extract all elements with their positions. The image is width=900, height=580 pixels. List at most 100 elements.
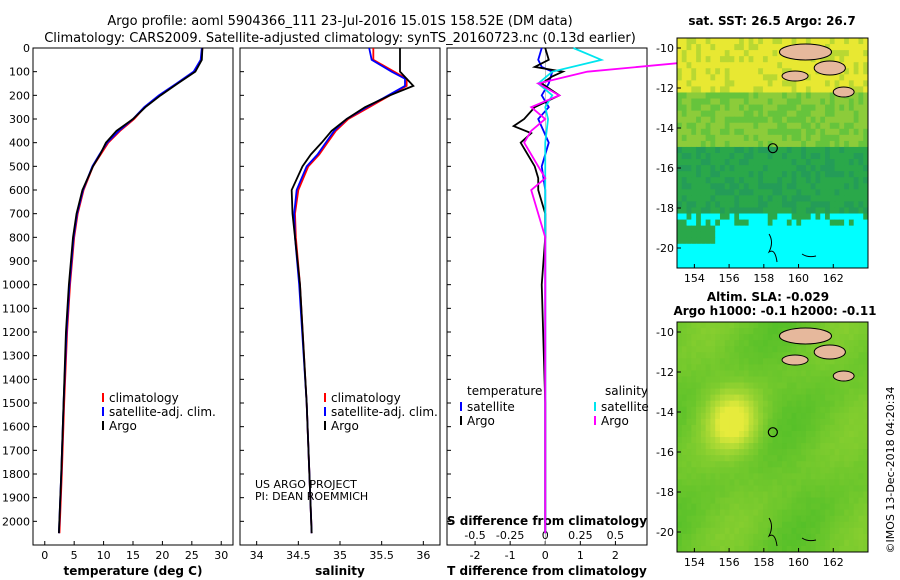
map-cell <box>758 352 764 359</box>
map-cell <box>753 237 759 245</box>
map-cell <box>825 56 831 63</box>
map-cell <box>734 98 740 106</box>
map-cell <box>677 455 683 462</box>
map-cell <box>729 430 735 438</box>
map-cell <box>791 400 797 408</box>
map-cell <box>710 406 716 414</box>
map-cell <box>786 165 793 172</box>
map-cell <box>858 400 864 408</box>
map-cell <box>743 340 750 347</box>
map-cell <box>748 104 754 112</box>
map-cell <box>844 527 850 535</box>
map-cell <box>719 521 726 529</box>
map-cell <box>724 491 731 499</box>
map-cell <box>753 346 759 353</box>
map-cell <box>758 467 764 474</box>
map-cell <box>834 539 840 547</box>
map-cell <box>715 346 721 353</box>
map-cell <box>677 394 683 402</box>
map-cell <box>715 146 721 154</box>
map-cell <box>863 134 869 142</box>
map-cell <box>829 340 836 347</box>
map-cell <box>729 92 735 100</box>
map-cell <box>715 177 721 184</box>
map-cell <box>677 479 683 486</box>
map-cell <box>710 467 716 474</box>
map-cell <box>825 183 831 190</box>
map-cell <box>848 418 855 426</box>
map-cell <box>782 400 788 408</box>
map-cell <box>848 177 855 184</box>
map-cell <box>853 473 859 480</box>
map-cell <box>815 376 821 384</box>
map-cell <box>710 56 716 63</box>
map-cell <box>724 430 731 438</box>
map-cell <box>848 213 855 221</box>
map-cell <box>858 370 864 377</box>
map-cell <box>681 159 688 166</box>
map-cell <box>782 68 788 75</box>
map-cell <box>810 171 816 178</box>
map-cell <box>734 473 740 480</box>
map-cell <box>762 437 769 444</box>
map-cell <box>753 171 759 178</box>
map-cell <box>844 116 850 124</box>
map-cell <box>705 479 711 486</box>
map-cell <box>753 424 759 432</box>
map-cell <box>739 455 745 462</box>
map-cell <box>758 334 764 341</box>
map-cell <box>829 473 836 480</box>
map-cell <box>681 128 688 136</box>
map-cell <box>734 479 740 486</box>
map-cell <box>829 92 836 100</box>
map-cell <box>772 533 778 541</box>
map-cell <box>705 503 711 511</box>
map-cell <box>681 195 688 202</box>
map-cell <box>710 249 716 257</box>
map-cell <box>834 424 840 432</box>
map-cell <box>715 479 721 486</box>
map-cell <box>710 237 716 245</box>
map-cell <box>748 134 754 142</box>
map-cell <box>743 219 750 227</box>
map-cell <box>863 177 869 184</box>
map-cell <box>767 412 773 420</box>
map-cell <box>734 189 740 196</box>
map-cell <box>801 207 807 215</box>
argo-position-marker <box>767 143 778 154</box>
map-cell <box>700 406 707 414</box>
map-cell <box>753 358 759 365</box>
map-cell <box>839 159 845 166</box>
map-cell <box>810 503 816 511</box>
map-cell <box>739 503 745 511</box>
map-cell <box>810 509 816 517</box>
map-cell <box>762 406 769 414</box>
map-cell <box>863 382 869 390</box>
map-cell <box>858 449 864 456</box>
map-cell <box>734 388 740 396</box>
map-cell <box>820 455 826 462</box>
map-cell <box>724 171 731 178</box>
map-cell <box>705 497 711 505</box>
map-cell <box>791 128 797 136</box>
map-cell <box>825 98 831 106</box>
map-cell <box>825 364 831 371</box>
map-cell <box>710 159 716 166</box>
map-cell <box>691 195 697 202</box>
map-cell <box>758 207 764 215</box>
map-cell <box>681 171 688 178</box>
map-cell <box>748 50 754 57</box>
map-cell <box>677 382 683 390</box>
map-cell <box>724 370 731 377</box>
map-cell <box>715 394 721 402</box>
map-cell <box>762 153 769 160</box>
map-cell <box>758 322 764 329</box>
map-cell <box>815 545 821 553</box>
map-cell <box>839 74 845 81</box>
map-cell <box>691 449 697 456</box>
map-cell <box>825 74 831 81</box>
map-cell <box>834 207 840 215</box>
map-cell <box>724 255 731 263</box>
map-cell <box>729 521 735 529</box>
map-cell <box>696 56 702 63</box>
